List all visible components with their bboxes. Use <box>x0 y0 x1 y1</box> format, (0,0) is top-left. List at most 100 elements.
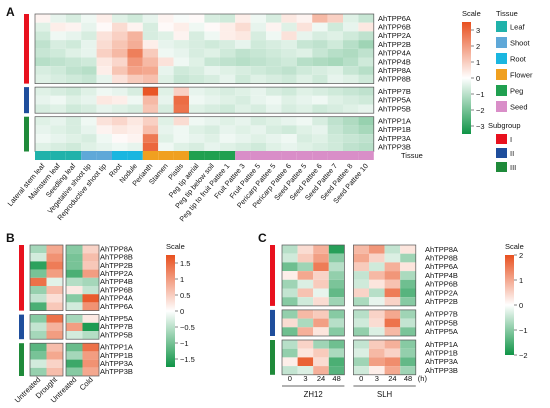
panel-a-tissue-legend-title: Tissue <box>496 9 518 18</box>
heatmap-cell <box>358 22 374 32</box>
panel-a-tissue-bar <box>35 151 374 160</box>
heatmap-cell <box>82 359 99 368</box>
heatmap-cell <box>46 331 63 340</box>
heatmap-cell <box>353 366 369 375</box>
subgroup-bar <box>270 340 275 375</box>
scale-tick-label: 0.5 <box>180 291 190 300</box>
heatmap-cell <box>353 253 369 263</box>
heatmap-cell <box>297 288 314 298</box>
heatmap-cell <box>327 116 343 126</box>
heatmap-cell <box>297 348 314 358</box>
gene-label: AhTPP3A <box>378 134 411 143</box>
heatmap-cell <box>173 87 189 96</box>
heatmap-cell <box>313 340 329 349</box>
heatmap-cell <box>400 271 416 280</box>
heatmap-cell <box>235 66 251 75</box>
tissue-legend-swatch <box>496 53 507 64</box>
tissue-legend-swatch <box>496 37 507 48</box>
group-outline <box>65 314 100 340</box>
subgroup-bar <box>19 343 24 376</box>
heatmap-cell <box>65 142 82 152</box>
heatmap-cell <box>46 314 63 323</box>
heatmap-cell <box>400 366 416 375</box>
heatmap-cell <box>96 142 112 152</box>
heatmap-cell <box>50 57 66 67</box>
heatmap-cell <box>384 279 401 289</box>
heatmap-cell <box>328 297 345 306</box>
scale-tick-label: −0.5 <box>180 323 195 332</box>
heatmap-cell <box>296 14 313 23</box>
gene-label: AhTPP2A <box>378 31 411 40</box>
heatmap-cell <box>204 104 220 114</box>
heatmap-cell <box>250 31 266 41</box>
heatmap-cell <box>400 297 416 306</box>
heatmap-cell <box>343 74 359 84</box>
heatmap-cell <box>281 134 297 143</box>
heatmap-cell <box>328 348 345 358</box>
heatmap-cell <box>353 288 369 298</box>
tissue-bar-segment <box>281 151 297 160</box>
heatmap-cell <box>96 31 112 41</box>
heatmap-cell <box>96 134 112 143</box>
heatmap-cell <box>158 22 174 32</box>
heatmap-cell <box>219 87 236 96</box>
subgroup-bar <box>24 116 29 152</box>
heatmap-cell <box>219 142 236 152</box>
heatmap-cell <box>282 340 298 349</box>
gene-label: AhTPP3A <box>100 359 133 368</box>
heatmap-cell <box>343 31 359 41</box>
heatmap-cell <box>46 261 63 270</box>
heatmap-cell <box>127 116 143 126</box>
heatmap-cell <box>219 74 236 84</box>
heatmap-cell <box>328 288 345 298</box>
heatmap-cell <box>81 125 97 135</box>
heatmap-cell <box>142 116 159 126</box>
heatmap-cell <box>50 74 66 84</box>
heatmap-cell <box>312 74 328 84</box>
heatmap-cell <box>189 116 205 126</box>
heatmap-cell <box>353 245 369 254</box>
heatmap-cell <box>81 14 97 23</box>
heatmap-cell <box>204 48 220 58</box>
tissue-legend-label: Seed <box>510 103 528 112</box>
heatmap-cell <box>400 279 416 289</box>
heatmap-cell <box>50 22 66 32</box>
heatmap-cell <box>281 40 297 49</box>
heatmap-cell <box>81 40 97 49</box>
heatmap-cell <box>353 357 369 367</box>
gene-label: AhTPP1A <box>100 343 133 352</box>
heatmap-cell <box>281 57 297 67</box>
tissue-bar-segment <box>250 151 266 160</box>
heatmap-cell <box>296 142 313 152</box>
heatmap-cell <box>282 348 298 358</box>
subgroup-legend-swatch <box>496 134 507 144</box>
tissue-bar-segment <box>266 151 282 160</box>
heatmap-cell <box>127 48 143 58</box>
heatmap-cell <box>30 294 47 303</box>
gene-label: AhTPP4A <box>100 294 133 303</box>
heatmap-cell <box>112 116 128 126</box>
subgroup-bar <box>19 314 24 340</box>
heatmap-cell <box>46 253 63 262</box>
heatmap-cell <box>296 74 313 84</box>
heatmap-cell <box>266 31 282 41</box>
heatmap-cell <box>35 31 51 41</box>
heatmap-cell <box>312 57 328 67</box>
heatmap-cell <box>35 22 51 32</box>
heatmap-cell <box>296 116 313 126</box>
scale-tick-label: −3 <box>476 122 485 131</box>
heatmap-cell <box>66 359 83 368</box>
heatmap-cell <box>219 66 236 75</box>
heatmap-cell <box>384 262 401 272</box>
heatmap-cell <box>312 48 328 58</box>
panel-a-gene-labels: AhTPP6AAhTPP6BAhTPP2AAhTPP2BAhTPP4AAhTPP… <box>378 14 411 152</box>
heatmap-cell <box>281 74 297 84</box>
heatmap-cell <box>266 125 282 135</box>
panel-a-heatmap <box>34 13 375 152</box>
heatmap-cell <box>328 279 345 289</box>
heatmap-cell <box>313 357 329 367</box>
heatmap-cell <box>281 95 297 105</box>
heatmap-cell <box>50 48 66 58</box>
heatmap-cell <box>158 48 174 58</box>
heatmap-cell <box>358 74 374 84</box>
